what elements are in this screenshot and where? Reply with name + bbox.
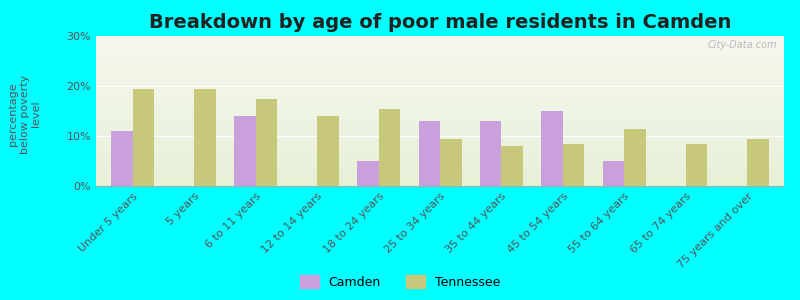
- Bar: [133, 88, 154, 186]
- Bar: [234, 116, 256, 186]
- Bar: [418, 121, 440, 186]
- Bar: [563, 143, 584, 186]
- Bar: [624, 128, 646, 186]
- Bar: [317, 116, 338, 186]
- Bar: [747, 139, 769, 186]
- Title: Breakdown by age of poor male residents in Camden: Breakdown by age of poor male residents …: [149, 13, 731, 32]
- Bar: [686, 143, 707, 186]
- Bar: [542, 111, 563, 186]
- Bar: [194, 88, 216, 186]
- Text: City-Data.com: City-Data.com: [707, 40, 777, 50]
- Text: percentage
below poverty
level: percentage below poverty level: [8, 74, 42, 154]
- Bar: [357, 161, 378, 186]
- Bar: [602, 161, 624, 186]
- Legend: Camden, Tennessee: Camden, Tennessee: [295, 270, 505, 294]
- Bar: [256, 98, 278, 186]
- Bar: [440, 139, 462, 186]
- Bar: [502, 146, 523, 186]
- Bar: [480, 121, 502, 186]
- Bar: [111, 131, 133, 186]
- Bar: [378, 109, 400, 186]
